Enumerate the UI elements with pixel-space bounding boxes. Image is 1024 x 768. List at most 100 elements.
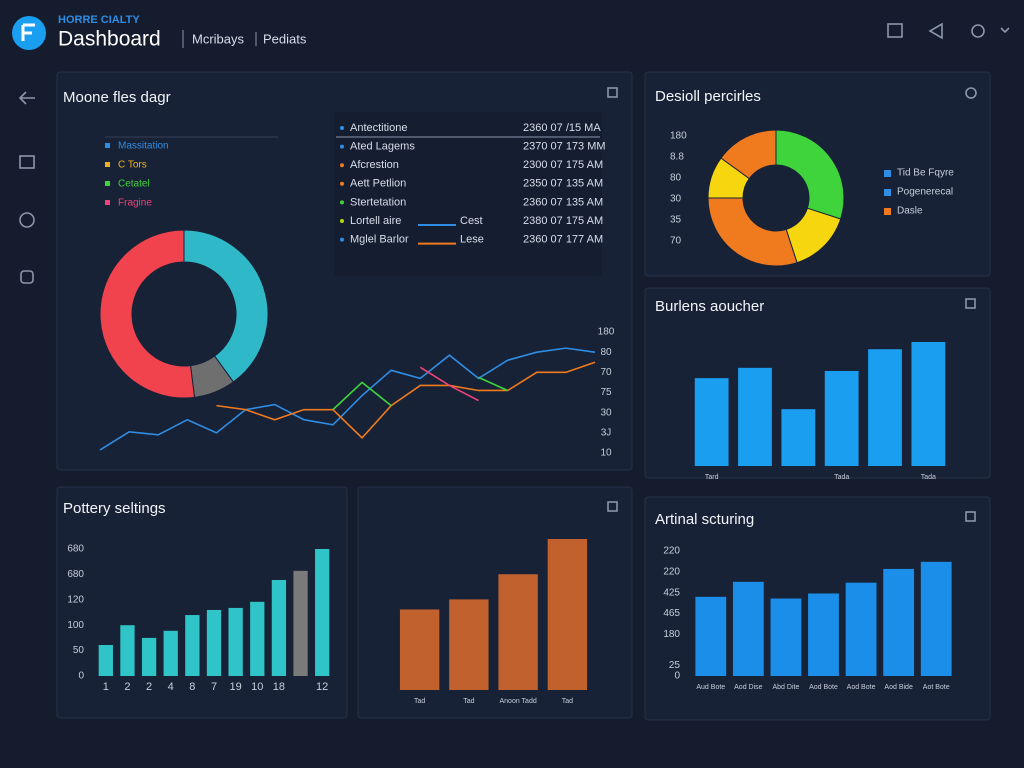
panel-icon[interactable]	[965, 298, 976, 309]
x-tick-label: Tad	[414, 698, 425, 705]
nav-icon[interactable]	[19, 155, 35, 169]
table-cell: Stertetation	[350, 196, 406, 208]
x-tick-label: 7	[211, 681, 217, 693]
bar	[141, 637, 157, 676]
panel	[357, 486, 633, 719]
legend-swatch	[105, 200, 110, 205]
bar	[206, 609, 222, 676]
donut-slice	[775, 129, 845, 220]
x-tick-label: Tad	[463, 698, 474, 705]
bar	[695, 596, 727, 676]
x-tick-label: Tard	[705, 474, 719, 481]
y-tick-label: 220	[663, 546, 680, 557]
bar	[808, 593, 839, 676]
donut-slice	[720, 129, 777, 180]
x-tick-label: 8	[189, 681, 195, 693]
profile-icon[interactable]	[971, 24, 985, 38]
x-tick-label: 10	[251, 681, 263, 693]
menu-icon[interactable]	[887, 23, 903, 38]
bar	[547, 539, 588, 690]
legend-swatch	[105, 143, 110, 148]
bar	[228, 607, 243, 676]
nav-item[interactable]: Pediats	[263, 31, 307, 46]
nav-icon[interactable]	[19, 212, 35, 228]
table-cell: Mglel Barlor	[350, 234, 409, 246]
table-box	[334, 112, 602, 276]
bar	[399, 609, 440, 690]
bar	[315, 549, 330, 676]
x-tick-label: 19	[230, 681, 242, 693]
x-tick-label: Aod Bote	[809, 684, 838, 691]
x-tick-label: 4	[168, 681, 174, 693]
y-tick-label: 30	[600, 407, 612, 418]
table-cell: 2360 07 /15 MA	[523, 122, 601, 134]
page-title: Dashboard	[58, 28, 161, 51]
share-icon[interactable]	[928, 22, 943, 40]
table-cell: Antectitione	[350, 122, 407, 134]
x-tick-label: Abd Dite	[772, 684, 799, 691]
line-series	[332, 376, 508, 411]
dropdown-icon[interactable]	[1000, 27, 1010, 34]
axis-label: 80	[670, 173, 682, 184]
nav-item[interactable]: Mcribays	[192, 31, 245, 46]
bullet	[340, 181, 344, 186]
panel-title: Burlens aoucher	[655, 298, 764, 315]
panel-icon[interactable]	[607, 501, 618, 512]
legend-label: C Tors	[118, 160, 147, 171]
y-tick-label: 180	[663, 629, 680, 640]
bar	[824, 370, 859, 466]
bar	[738, 367, 772, 466]
back-icon[interactable]	[18, 91, 35, 105]
donut-slice	[99, 229, 196, 399]
panel-title: Moone fles dagr	[63, 89, 171, 106]
bar	[185, 615, 200, 676]
axis-label: 70	[670, 236, 682, 247]
y-tick-label: 75	[600, 387, 612, 398]
y-tick-label: 25	[669, 660, 681, 671]
table-cell: Lese	[460, 234, 484, 246]
y-tick-label: 680	[67, 544, 84, 555]
legend-swatch	[884, 189, 891, 196]
legend-swatch	[105, 181, 110, 186]
table-cell: Lortell aire	[350, 215, 401, 227]
y-tick-label: 70	[600, 367, 612, 378]
bar	[883, 568, 915, 676]
bullet	[340, 163, 344, 168]
bullet	[340, 144, 344, 149]
bullet	[340, 200, 344, 205]
table-cell: Afcrestion	[350, 159, 399, 171]
bar	[845, 582, 877, 676]
bar	[732, 581, 764, 676]
bar	[98, 645, 113, 676]
x-tick-label: 18	[273, 681, 285, 693]
bullet	[340, 219, 344, 223]
x-tick-label: Aot Bote	[923, 684, 950, 691]
bar	[449, 599, 489, 690]
line-series	[216, 361, 596, 440]
panel	[644, 287, 991, 479]
table-cell: Aett Petlion	[350, 178, 406, 190]
legend-label: Tid Be Fqyre	[897, 168, 954, 179]
panel-title: Artinal scturing	[655, 511, 754, 528]
panel-title: Pottery seltings	[63, 500, 166, 517]
y-tick-label: 220	[663, 566, 680, 577]
x-tick-label: 1	[103, 681, 109, 693]
line-series	[419, 366, 479, 402]
panel-icon[interactable]	[607, 87, 618, 98]
bar	[120, 625, 135, 676]
bullet	[340, 126, 344, 130]
bar	[781, 409, 816, 466]
legend-swatch	[884, 170, 891, 177]
legend-swatch	[884, 208, 891, 215]
axis-label: 35	[670, 215, 682, 226]
panel-icon[interactable]	[965, 87, 977, 99]
axis-label: 180	[670, 131, 687, 142]
legend-label: Fragine	[118, 198, 152, 209]
panel-icon[interactable]	[965, 511, 976, 522]
donut-slice	[183, 229, 269, 383]
x-tick-label: Anoon Tadd	[500, 698, 537, 705]
bar	[498, 574, 538, 690]
x-tick-label: Aud Bote	[696, 684, 725, 691]
nav-icon[interactable]	[20, 270, 34, 284]
